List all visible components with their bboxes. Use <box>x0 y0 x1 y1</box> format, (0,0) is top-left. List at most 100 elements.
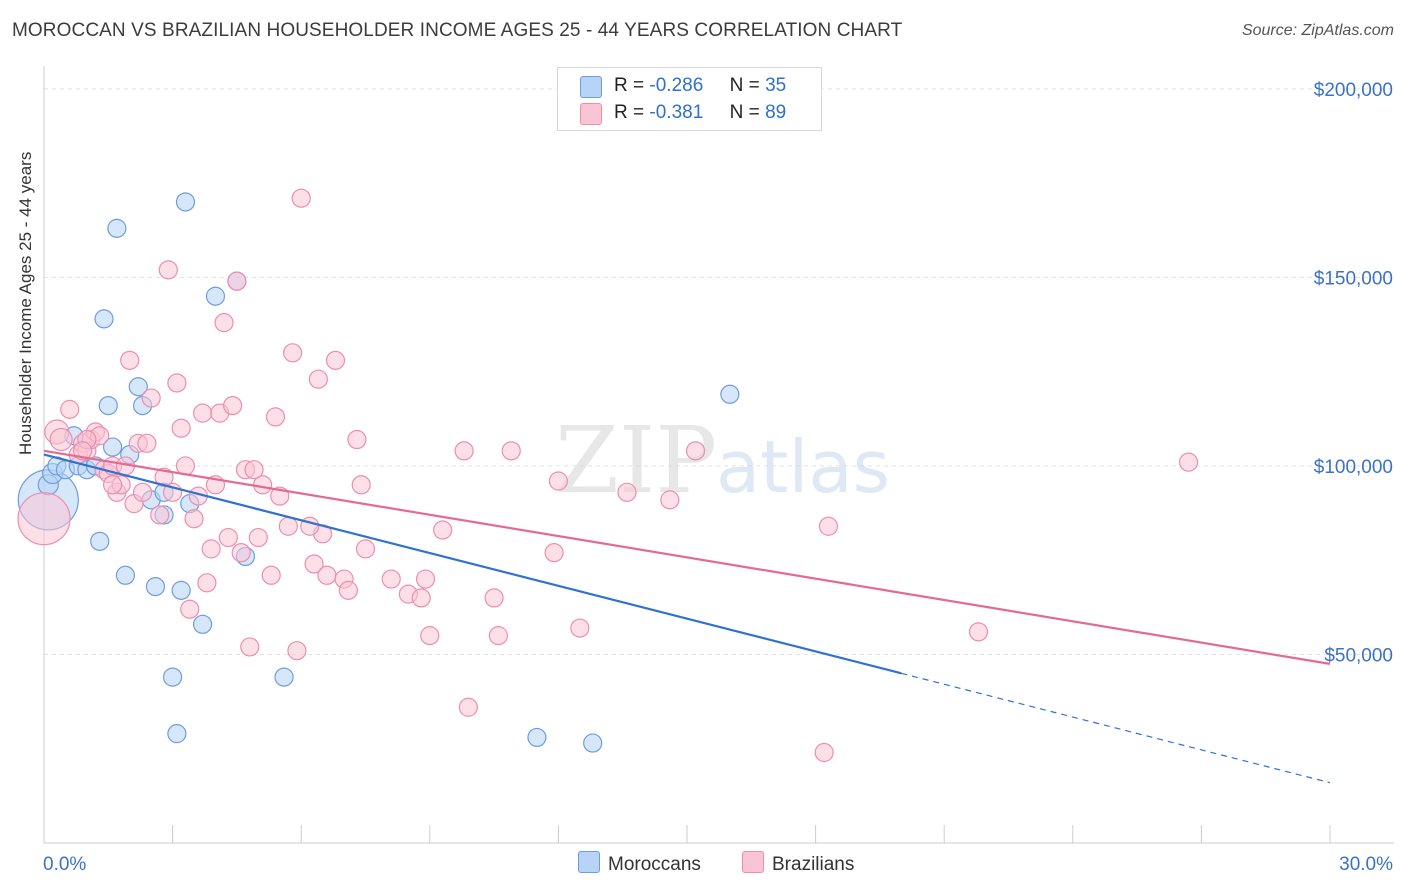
brazilian-point <box>351 475 371 495</box>
brazilian-point <box>261 565 281 585</box>
source-credit: Source: ZipAtlas.com <box>1241 22 1394 39</box>
brazilian-point <box>278 516 298 536</box>
brazilian-point <box>167 373 187 393</box>
brazilian-point <box>120 350 140 370</box>
brazilian-point <box>488 626 508 646</box>
bottom-legend-moroccans: Moroccans <box>578 851 701 876</box>
brazilian-point <box>197 573 217 593</box>
brazilian-point <box>240 637 260 657</box>
legend-r-value: -0.286 <box>649 75 704 96</box>
brazilian-point <box>231 543 251 563</box>
brazilian-point <box>570 618 590 638</box>
brazilian-point <box>818 516 839 536</box>
moroccan-point <box>193 614 213 634</box>
moroccan-point <box>145 576 166 597</box>
brazilian-point <box>304 554 324 574</box>
brazilian-point <box>72 441 93 461</box>
x-tick-label: 0.0% <box>43 854 86 875</box>
moroccan-point <box>171 580 191 600</box>
brazilian-point <box>223 395 243 416</box>
brazilian-point <box>171 418 191 438</box>
brazilian-point <box>308 369 328 389</box>
brazilian-point <box>317 565 337 585</box>
moroccan-point <box>128 377 148 397</box>
brazilian-point <box>201 539 221 559</box>
brazilian-point <box>420 626 440 646</box>
y-tick-label: $50,000 <box>1324 645 1393 666</box>
brazilian-point <box>347 429 367 450</box>
bottom-legend-brazilians-label: Brazilians <box>772 854 855 875</box>
brazilian-point <box>265 407 286 427</box>
moroccan-point <box>98 395 118 416</box>
brazilian-point <box>685 441 706 461</box>
y-tick-label: $200,000 <box>1314 80 1393 101</box>
brazilian-point <box>458 697 478 717</box>
bottom-legend-brazilians: Brazilians <box>742 851 854 876</box>
legend-n-label: N = <box>729 75 760 96</box>
brazilian-point <box>60 399 80 419</box>
brazilian-point <box>433 520 453 540</box>
brazilian-point <box>484 588 504 608</box>
brazilian-point <box>1178 452 1199 472</box>
brazilian-point <box>150 505 170 525</box>
brazilian-point <box>193 403 213 423</box>
chart-title: MOROCCAN VS BRAZILIAN HOUSEHOLDER INCOME… <box>12 20 903 41</box>
brazilian-point <box>158 260 178 280</box>
brazilian-point <box>660 490 680 510</box>
moroccan-point <box>175 192 196 212</box>
brazilian-point <box>325 350 346 370</box>
legend-r-label: R = <box>614 102 645 123</box>
moroccan-trend-line <box>43 453 902 675</box>
moroccan-point <box>205 286 226 306</box>
brazilian-point <box>338 580 358 600</box>
moroccan-point <box>274 667 294 687</box>
moroccan-point <box>115 565 136 585</box>
brazilian-point <box>454 441 474 461</box>
watermark-atlas: atlas <box>716 425 890 509</box>
brazilian-point <box>102 475 123 495</box>
brazilian-point <box>411 588 431 608</box>
brazilian-point <box>355 539 376 559</box>
brazilian-point <box>214 313 234 333</box>
brazilian-point <box>244 460 264 480</box>
brazilian-point <box>180 599 200 619</box>
brazilian-point <box>137 433 157 453</box>
brazilian-point <box>968 622 989 642</box>
brazilian-point <box>141 388 161 408</box>
y-tick-label: $100,000 <box>1314 457 1393 478</box>
y-axis-label: Householder Income Ages 25 - 44 years <box>16 151 35 455</box>
brazilian-point <box>283 343 303 363</box>
brazilian-point <box>287 641 307 661</box>
moroccan-point <box>102 437 123 457</box>
brazilian-point <box>132 482 153 502</box>
legend-r-label: R = <box>614 75 645 96</box>
moroccan-point <box>94 309 114 329</box>
brazilian-point <box>17 492 71 546</box>
moroccan-swatch <box>578 851 600 873</box>
watermark-zip: ZIP <box>555 407 717 514</box>
brazilian-point <box>49 427 73 452</box>
brazilian-swatch <box>742 851 764 873</box>
brazilian-point <box>814 742 834 763</box>
legend-r-value: -0.381 <box>649 102 704 123</box>
moroccan-point <box>163 667 183 687</box>
legend-n-value: 89 <box>765 102 787 123</box>
brazilian-point <box>501 441 521 461</box>
brazilian-point <box>248 527 268 548</box>
brazilian-point <box>617 482 637 502</box>
bottom-legend-moroccans-label: Moroccans <box>608 854 701 875</box>
moroccan-point <box>107 218 127 238</box>
brazilian-point <box>218 527 238 548</box>
brazilian-point <box>544 543 564 563</box>
brazilian-point <box>184 509 204 529</box>
legend-n-label: N = <box>729 102 760 123</box>
brazilian-point <box>548 471 569 491</box>
moroccan-trend-extension <box>901 672 1331 784</box>
moroccan-point <box>583 733 603 753</box>
y-tick-label: $150,000 <box>1314 268 1393 289</box>
moroccan-point <box>527 727 547 748</box>
moroccan-point <box>90 531 110 551</box>
brazilian-point <box>291 188 311 208</box>
brazilian-point <box>381 569 401 589</box>
